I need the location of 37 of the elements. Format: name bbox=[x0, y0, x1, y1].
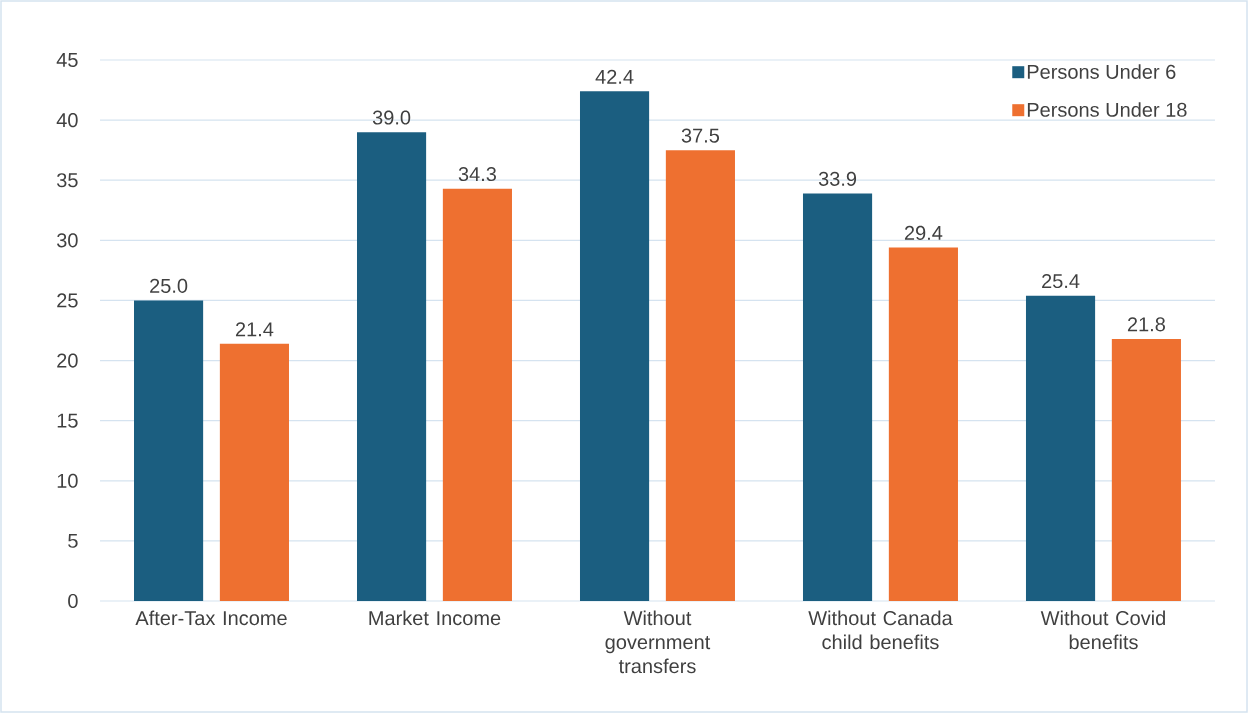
bar bbox=[357, 132, 427, 601]
legend-label: Persons Under 18 bbox=[1027, 102, 1187, 117]
bar bbox=[1025, 295, 1096, 601]
data-label: 33.9 bbox=[818, 171, 857, 186]
bar bbox=[442, 188, 512, 601]
legend-label: Persons Under 6 bbox=[1027, 64, 1176, 79]
bar bbox=[665, 150, 735, 601]
bar bbox=[1111, 338, 1181, 601]
data-label: 25.4 bbox=[1042, 273, 1080, 289]
data-label: 21.8 bbox=[1127, 317, 1165, 332]
y-tick-label: 25 bbox=[57, 293, 78, 308]
bar bbox=[888, 247, 958, 601]
x-tick-label: Market Income bbox=[369, 610, 501, 626]
x-tick-label: After-Tax Income bbox=[135, 610, 287, 626]
x-tick-label: Without Canada child benefits bbox=[808, 610, 953, 650]
y-tick-label: 45 bbox=[56, 53, 78, 67]
data-label: 25.0 bbox=[150, 278, 188, 293]
x-tick-label: Without government transfers bbox=[605, 610, 711, 674]
bar bbox=[219, 343, 289, 601]
y-tick-label: 30 bbox=[56, 233, 78, 248]
bar bbox=[579, 91, 650, 601]
y-tick-label: 0 bbox=[68, 593, 78, 609]
data-label: 39.0 bbox=[372, 110, 411, 125]
data-label: 42.4 bbox=[595, 69, 634, 84]
y-tick-label: 35 bbox=[56, 173, 78, 188]
y-tick-label: 20 bbox=[57, 353, 78, 368]
y-tick-label: 15 bbox=[57, 413, 78, 428]
data-label: 21.4 bbox=[235, 322, 274, 337]
bar bbox=[802, 193, 873, 601]
y-tick-label: 40 bbox=[56, 113, 78, 128]
data-label: 37.5 bbox=[681, 128, 720, 143]
bar bbox=[134, 300, 204, 601]
data-label: 29.4 bbox=[904, 225, 943, 241]
x-tick-label: Without Covid benefits bbox=[1040, 610, 1165, 650]
y-tick-label: 5 bbox=[68, 533, 78, 548]
data-label: 34.3 bbox=[458, 166, 496, 182]
y-tick-label: 10 bbox=[57, 473, 78, 488]
